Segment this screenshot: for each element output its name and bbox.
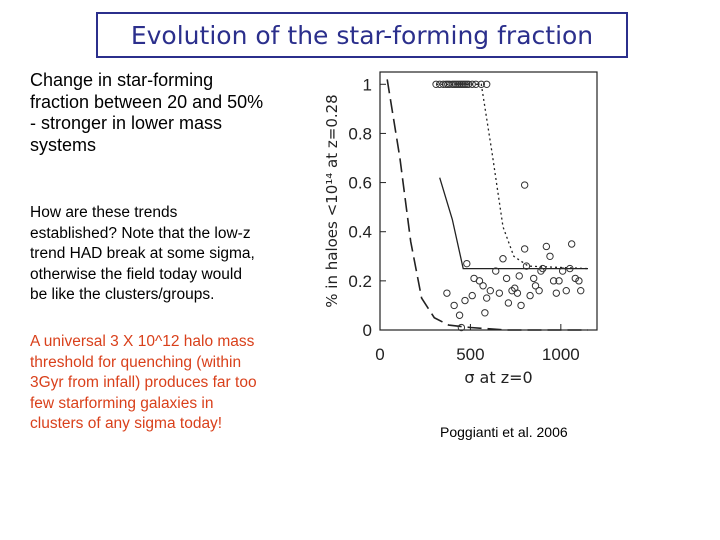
- series-line-solid: [439, 177, 588, 270]
- data-point: [517, 301, 525, 310]
- y-tick-label: 0.4: [348, 223, 372, 242]
- data-point: [535, 286, 543, 295]
- data-point: [542, 242, 551, 251]
- data-point: [520, 181, 529, 189]
- data-point: [562, 286, 570, 295]
- data-point: [531, 282, 540, 290]
- x-tick-label: 0: [375, 345, 384, 364]
- data-point: [461, 296, 469, 305]
- x-tick-label: 500: [456, 345, 484, 364]
- x-axis-label: σ at z=0: [464, 368, 532, 387]
- intro-paragraph: Change in star-forming fraction between …: [30, 70, 300, 156]
- data-point: [555, 277, 563, 285]
- series-line-dotted: [436, 83, 589, 270]
- data-point: [479, 282, 487, 290]
- text-line: A universal 3 X 10^12 halo mass: [30, 333, 255, 350]
- plot-frame: [379, 71, 598, 331]
- data-point: [520, 245, 529, 253]
- data-point: [432, 80, 440, 88]
- chart: 0 0.2 0.4 0.6 0.8 1 500 1000 0 σ at z=0 % in haloe…: [323, 71, 598, 387]
- text-line: - stronger in lower mass: [30, 113, 223, 133]
- data-point: [575, 277, 583, 285]
- y-tick-label: 0: [363, 321, 372, 340]
- text-line: threshold for quenching (within: [30, 353, 242, 371]
- data-point: [549, 277, 558, 285]
- data-point: [492, 267, 500, 275]
- series-line-dashed: [386, 79, 588, 331]
- data-point: [546, 252, 554, 260]
- text-line: systems: [30, 134, 97, 155]
- data-point: [530, 274, 538, 283]
- data-point: [464, 80, 473, 88]
- data-point: [539, 264, 547, 273]
- x-tick-label: 1000: [542, 345, 580, 364]
- data-point: [526, 291, 534, 300]
- title-box: Evolution of the star-forming fraction: [96, 12, 628, 58]
- data-point: [472, 80, 480, 88]
- data-point: [515, 272, 523, 280]
- data-point: [477, 80, 485, 88]
- text-line: trend HAD break at some sigma,: [30, 245, 255, 262]
- text-line: otherwise the field today would: [30, 265, 242, 283]
- y-tick-label: 1: [363, 75, 372, 94]
- data-point: [443, 289, 451, 297]
- text-line: fraction between 20 and 50%: [30, 91, 264, 112]
- text-line: be like the clusters/groups.: [30, 286, 215, 303]
- highlight-paragraph: A universal 3 X 10^12 halo mass threshol…: [30, 332, 300, 435]
- question-paragraph: How are these trends established? Note t…: [30, 203, 300, 306]
- text-line: How are these trends: [30, 204, 178, 221]
- text-line: established? Note that the low-z: [30, 224, 251, 242]
- data-point: [567, 240, 576, 248]
- data-point: [457, 323, 466, 332]
- data-point: [468, 80, 476, 88]
- data-point: [558, 267, 567, 275]
- data-point: [486, 286, 495, 295]
- y-tick-label: 0.2: [348, 272, 372, 291]
- data-point: [513, 289, 522, 297]
- data-point: [504, 299, 513, 307]
- y-tick-label: 0.6: [348, 174, 372, 193]
- data-point: [455, 311, 464, 319]
- data-point: [499, 255, 507, 263]
- text-line: 3Gyr from infall) produces far too: [30, 374, 257, 391]
- data-point: [495, 289, 504, 297]
- data-point: [566, 264, 574, 273]
- slide-title: Evolution of the star-forming fraction: [130, 20, 594, 50]
- data-point: [502, 274, 511, 283]
- data-point: [475, 277, 484, 285]
- data-point: [577, 286, 585, 295]
- text-line: few starforming galaxies in: [30, 394, 214, 412]
- data-point: [482, 80, 491, 88]
- data-point: [468, 291, 476, 300]
- data-point: [482, 294, 491, 302]
- data-point: [463, 259, 471, 268]
- figure-caption: Poggianti et al. 2006: [440, 424, 568, 440]
- data-point: [522, 262, 531, 270]
- text-line: clusters of any sigma today!: [30, 415, 223, 432]
- data-point: [450, 301, 458, 310]
- y-tick-label: 0.8: [348, 124, 372, 143]
- data-point: [481, 309, 489, 317]
- y-axis-label: % in haloes <10¹⁴ at z=0.28: [323, 94, 341, 307]
- text-line: Change in star-forming: [30, 70, 214, 90]
- data-point: [552, 289, 561, 297]
